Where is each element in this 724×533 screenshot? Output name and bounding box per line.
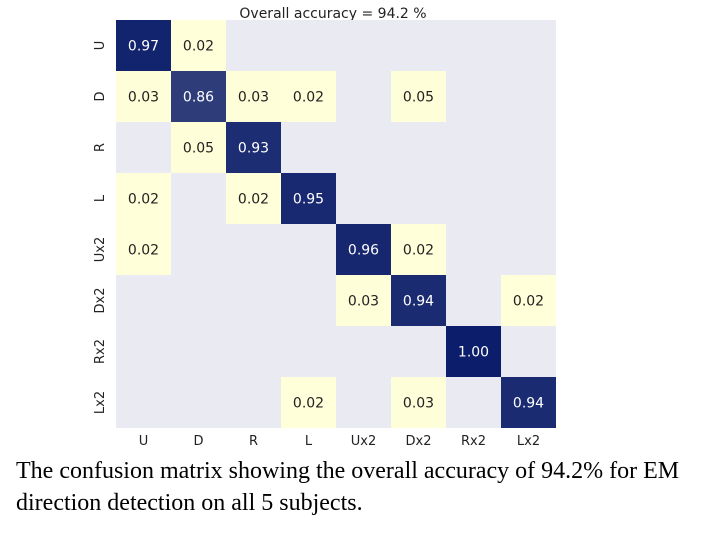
y-tick-label: U <box>93 41 108 51</box>
heatmap-cell <box>391 377 446 428</box>
heatmap-cell <box>226 173 281 224</box>
x-tick-label: Ux2 <box>351 434 376 449</box>
cell-value-label: 0.02 <box>128 243 159 259</box>
heatmap-cell <box>116 173 171 224</box>
chart-title: Overall accuracy = 94.2 % <box>239 6 426 22</box>
heatmap-cell <box>171 20 226 71</box>
heatmap-cell <box>336 275 391 326</box>
cell-value-label: 0.02 <box>293 396 324 412</box>
cell-value-label: 0.86 <box>183 90 214 106</box>
cell-value-label: 0.02 <box>403 243 434 259</box>
cell-value-label: 0.02 <box>513 294 544 310</box>
cell-value-label: 0.02 <box>128 192 159 208</box>
heatmap-cell <box>391 224 446 275</box>
heatmap-cell <box>391 71 446 122</box>
cell-value-label: 0.94 <box>513 396 544 412</box>
cell-value-label: 0.03 <box>348 294 379 310</box>
cell-value-label: 0.97 <box>128 39 159 55</box>
cell-value-label: 1.00 <box>458 345 489 361</box>
x-tick-label: D <box>193 434 203 449</box>
heatmap-cell <box>281 71 336 122</box>
x-tick-label: Dx2 <box>406 434 432 449</box>
x-tick-label: U <box>139 434 149 449</box>
heatmap-cell <box>501 377 556 428</box>
x-tick-labels: U D R L Ux2 Dx2 Rx2 Lx2 <box>139 434 540 449</box>
cell-value-label: 0.94 <box>403 294 434 310</box>
matrix-cells: 0.97 0.02 0.03 0.86 0.03 0.02 0.05 0.05 0.93 0.02… <box>116 20 556 428</box>
cell-value-label: 0.93 <box>238 141 269 157</box>
cell-value-label: 0.02 <box>238 192 269 208</box>
y-tick-label: D <box>93 91 108 101</box>
confusion-matrix-chart: Overall accuracy = 94.2 % 0.97 0.020.03 0.… <box>93 6 556 449</box>
heatmap-cell <box>116 71 171 122</box>
heatmap-cell <box>116 224 171 275</box>
x-tick-label: Lx2 <box>517 434 540 449</box>
heatmap-cell <box>391 275 446 326</box>
cell-value-label: 0.03 <box>128 90 159 106</box>
y-tick-label: Ux2 <box>93 237 108 262</box>
cell-value-label: 0.03 <box>403 396 434 412</box>
heatmap-cell <box>116 20 171 71</box>
x-tick-label: R <box>249 434 258 449</box>
heatmap-cell <box>226 71 281 122</box>
heatmap-cell <box>281 377 336 428</box>
cell-value-label: 0.02 <box>293 90 324 106</box>
y-tick-label: R <box>93 143 108 152</box>
cell-value-label: 0.95 <box>293 192 324 208</box>
heatmap-cell <box>336 224 391 275</box>
y-tick-label: L <box>93 194 108 202</box>
figure-caption: The confusion matrix showing the overall… <box>16 458 680 516</box>
x-tick-label: Rx2 <box>461 434 486 449</box>
cell-value-label: 0.05 <box>183 141 214 157</box>
y-tick-label: Dx2 <box>93 288 108 314</box>
heatmap-cell <box>171 71 226 122</box>
y-tick-label: Lx2 <box>93 391 108 414</box>
cell-value-label: 0.96 <box>348 243 379 259</box>
heatmap-cell <box>446 326 501 377</box>
x-tick-label: L <box>305 434 313 449</box>
heatmap-cell <box>281 173 336 224</box>
y-tick-label: Rx2 <box>93 339 108 364</box>
cell-value-label: 0.03 <box>238 90 269 106</box>
heatmap-cell <box>226 122 281 173</box>
cell-value-label: 0.02 <box>183 39 214 55</box>
heatmap-cell <box>501 275 556 326</box>
y-tick-labels: U D R L Ux2 Dx2 Rx2 Lx2 <box>93 41 108 414</box>
cell-value-label: 0.05 <box>403 90 434 106</box>
heatmap-cell <box>171 122 226 173</box>
